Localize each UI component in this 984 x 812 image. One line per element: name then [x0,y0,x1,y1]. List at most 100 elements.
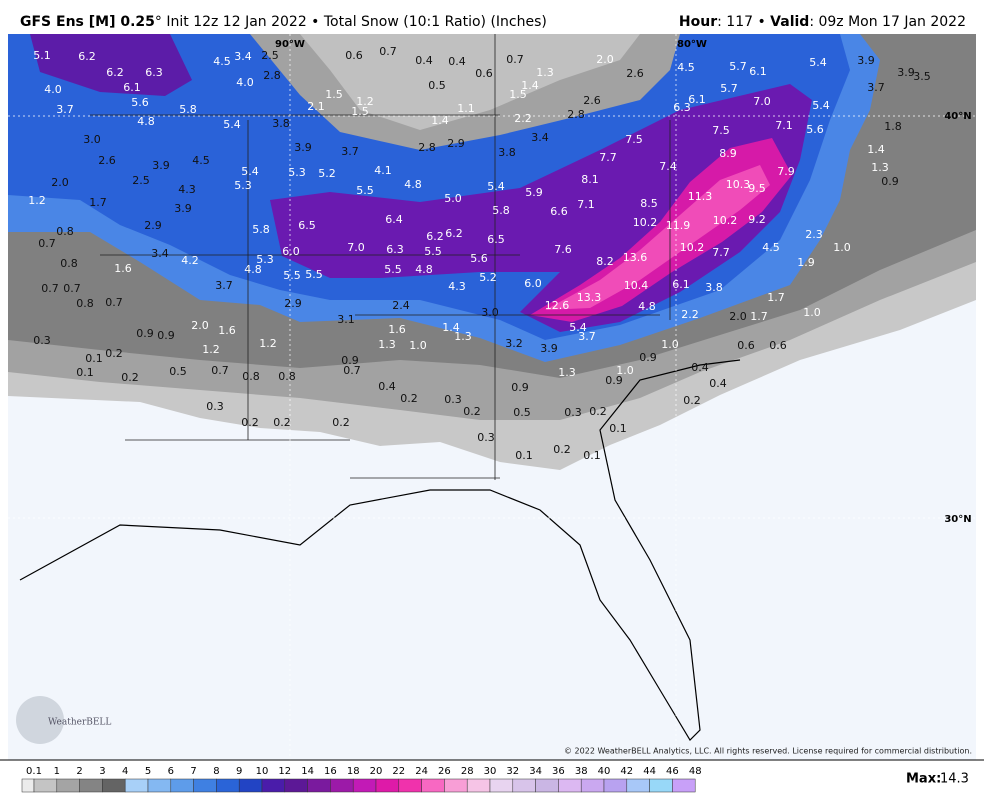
snow-amount-label: 2.4 [392,299,410,312]
snow-amount-label: 1.0 [803,306,821,319]
snow-amount-label: 13.3 [577,291,602,304]
lon-label: 90°W [275,39,305,50]
snow-amount-label: 2.6 [98,154,116,167]
colorbar-tick-label: 44 [643,766,656,777]
snow-amount-label: 6.3 [386,243,404,256]
colorbar-swatch [512,778,536,793]
snow-amount-label: 5.3 [256,253,274,266]
snow-amount-label: 1.8 [884,120,902,133]
colorbar-swatch [580,778,605,793]
snow-amount-label: 2.1 [307,100,325,113]
colorbar-tick-label: 38 [575,766,588,777]
snow-amount-label: 0.8 [76,297,94,310]
snow-amount-label: 0.2 [273,416,291,429]
snow-amount-label: 3.9 [857,54,875,67]
snow-amount-label: 0.7 [41,282,59,295]
snow-amount-label: 7.7 [599,151,617,164]
snow-amount-label: 1.3 [558,366,576,379]
colorbar-swatch [626,778,650,793]
snow-amount-label: 0.3 [564,406,582,419]
colorbar-swatch [33,778,58,793]
max-key: Max: [906,772,941,787]
snow-amount-label: 1.0 [616,364,634,377]
snow-amount-label: 0.7 [38,237,56,250]
snow-amount-label: 6.4 [385,213,403,226]
snow-amount-label: 6.1 [749,65,767,78]
snow-amount-label: 6.2 [78,50,96,63]
colorbar-swatch [444,778,468,793]
snow-amount-label: 0.3 [206,400,224,413]
snow-amount-label: 5.0 [444,192,462,205]
snow-amount-label: 6.3 [145,66,163,79]
snow-amount-label: 0.2 [400,392,418,405]
valid-time: Hour: 117 • Valid: 09z Mon 17 Jan 2022 [679,14,966,30]
snow-amount-label: 3.9 [174,202,192,215]
snow-amount-label: 10.2 [680,241,705,254]
colorbar-tick-label: 14 [301,766,314,777]
logo-globe [16,696,64,744]
colorbar-swatch [330,778,354,793]
snow-amount-label: 0.2 [589,405,607,418]
snow-amount-label: 0.2 [105,347,123,360]
snow-amount-label: 0.1 [85,352,103,365]
snow-amount-label: 0.8 [242,370,260,383]
snow-amount-label: 0.7 [379,45,397,58]
snow-amount-label: 3.4 [151,247,169,260]
snow-amount-label: 3.5 [913,70,931,83]
snow-amount-label: 4.3 [448,280,466,293]
snow-amount-label: 1.0 [833,241,851,254]
snow-amount-label: 5.4 [809,56,827,69]
snow-amount-label: 6.1 [123,81,141,94]
colorbar: 0.1 1 2 3 4 5 6 7 8 9 10 12 14 16 18 20 22 24 26 28 30 32 34 36… [21,766,702,793]
colorbar-tick-label: 12 [278,766,291,777]
snow-amount-label: 0.4 [448,55,466,68]
snow-amount-label: 7.7 [712,246,730,259]
snow-amount-label: 5.1 [33,49,51,62]
snow-amount-label: 2.8 [263,69,281,82]
snow-amount-label: 4.0 [236,76,254,89]
snow-amount-label: 12.6 [545,299,570,312]
colorbar-swatch [603,778,628,793]
colorbar-swatch [170,778,194,793]
snow-amount-label: 1.3 [378,338,396,351]
snow-amount-label: 2.8 [567,108,585,121]
snow-amount-label: 5.5 [424,245,442,258]
copyright: © 2022 WeatherBELL Analytics, LLC. All r… [564,747,972,756]
snow-amount-label: 3.9 [897,66,915,79]
snow-amount-label: 8.2 [596,255,614,268]
snow-amount-label: 4.5 [213,55,231,68]
snow-amount-label: 0.1 [515,449,533,462]
snow-amount-label: 7.6 [554,243,572,256]
snow-amount-label: 10.4 [624,279,649,292]
snow-amount-label: 0.8 [278,370,296,383]
snow-amount-label: 1.3 [871,161,889,174]
snow-amount-label: 5.4 [812,99,830,112]
snow-amount-label: 3.9 [294,141,312,154]
colorbar-swatch [261,778,286,793]
snow-amount-label: 1.9 [797,256,815,269]
snow-amount-label: 5.4 [487,180,505,193]
snow-amount-label: 1.2 [28,194,46,207]
snow-amount-label: 0.6 [737,339,755,352]
max-value: 14.3 [940,772,969,787]
snow-amount-label: 3.8 [705,281,723,294]
snow-amount-label: 7.5 [712,124,730,137]
snow-amount-label: 7.1 [775,119,793,132]
snow-amount-label: 10.2 [633,216,658,229]
snow-amount-label: 4.8 [404,178,422,191]
snow-amount-label: 3.7 [867,81,885,94]
colorbar-swatch [649,778,673,793]
colorbar-swatch [102,778,126,793]
snow-amount-label: 2.2 [514,112,532,125]
snow-amount-label: 0.7 [211,364,229,377]
snow-amount-label: 2.8 [418,141,436,154]
snow-amount-label: 0.4 [709,377,727,390]
snow-amount-label: 6.5 [487,233,505,246]
colorbar-swatch [375,778,400,793]
snow-amount-label: 7.9 [777,165,795,178]
map: 90°W 80°W 40°N 30°N 6.25.16.2 6.36.14.05.… [8,34,976,760]
snow-band-purple [270,84,812,332]
snow-amount-label: 4.5 [762,241,780,254]
snow-amount-label: 1.0 [409,339,427,352]
